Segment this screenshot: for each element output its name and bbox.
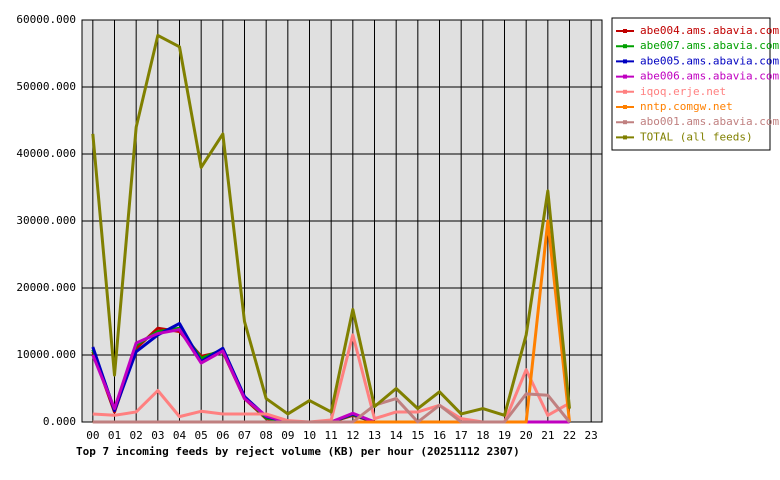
legend-label: nntp.comgw.net <box>640 100 733 113</box>
x-tick-label: 23 <box>585 429 598 442</box>
x-tick-label: 22 <box>563 429 576 442</box>
x-tick-label: 10 <box>303 429 316 442</box>
legend-label: abe005.ams.abavia.com <box>640 54 779 67</box>
x-tick-label: 12 <box>346 429 359 442</box>
x-tick-label: 19 <box>498 429 511 442</box>
x-tick-label: 21 <box>541 429 554 442</box>
x-tick-label: 18 <box>476 429 489 442</box>
x-tick-label: 03 <box>151 429 164 442</box>
x-tick-label: 05 <box>195 429 208 442</box>
legend-marker <box>623 120 627 125</box>
x-tick-label: 13 <box>368 429 381 442</box>
legend-label: abo001.ams.abavia.com <box>640 115 779 128</box>
legend-marker <box>623 29 627 33</box>
legend-box <box>611 17 771 151</box>
legend-marker <box>623 89 627 94</box>
legend-label: abe004.ams.abavia.com <box>640 24 779 37</box>
x-tick-label: 06 <box>216 429 229 442</box>
y-tick-label: 30000.000 <box>16 214 76 227</box>
y-tick-label: 20000.000 <box>16 281 76 294</box>
series-line <box>92 392 571 424</box>
x-tick-label: 02 <box>130 429 143 442</box>
legend-marker <box>623 59 627 64</box>
y-tick-label: 60000.000 <box>16 13 76 26</box>
x-tick-label: 16 <box>433 429 446 442</box>
x-tick-label: 11 <box>325 429 338 442</box>
legend-label: abe007.ams.abavia.com <box>640 39 779 52</box>
x-tick-label: 20 <box>520 429 533 442</box>
x-tick-label: 00 <box>86 429 99 442</box>
y-tick-label: 40000.000 <box>16 147 76 160</box>
x-tick-label: 08 <box>260 429 273 442</box>
y-tick-label: 0.000 <box>43 415 76 428</box>
x-tick-label: 15 <box>411 429 424 442</box>
y-tick-label: 50000.000 <box>16 80 76 93</box>
legend-label: abe006.ams.abavia.com <box>640 70 779 83</box>
legend-marker <box>623 135 627 140</box>
x-tick-label: 07 <box>238 429 251 442</box>
y-tick-label: 10000.000 <box>16 348 76 361</box>
series-line <box>91 33 571 417</box>
legend-marker <box>623 105 627 109</box>
chart-title: Top 7 incoming feeds by reject volume (K… <box>76 445 520 458</box>
legend-label: TOTAL (all feeds) <box>640 130 753 143</box>
legend-marker <box>623 44 627 49</box>
legend-label: iqoq.erje.net <box>640 85 726 98</box>
x-tick-label: 09 <box>281 429 294 442</box>
x-tick-label: 14 <box>390 429 404 442</box>
x-tick-label: 17 <box>455 429 468 442</box>
x-tick-label: 01 <box>108 429 121 442</box>
x-tick-label: 04 <box>173 429 187 442</box>
legend-marker <box>623 74 627 79</box>
